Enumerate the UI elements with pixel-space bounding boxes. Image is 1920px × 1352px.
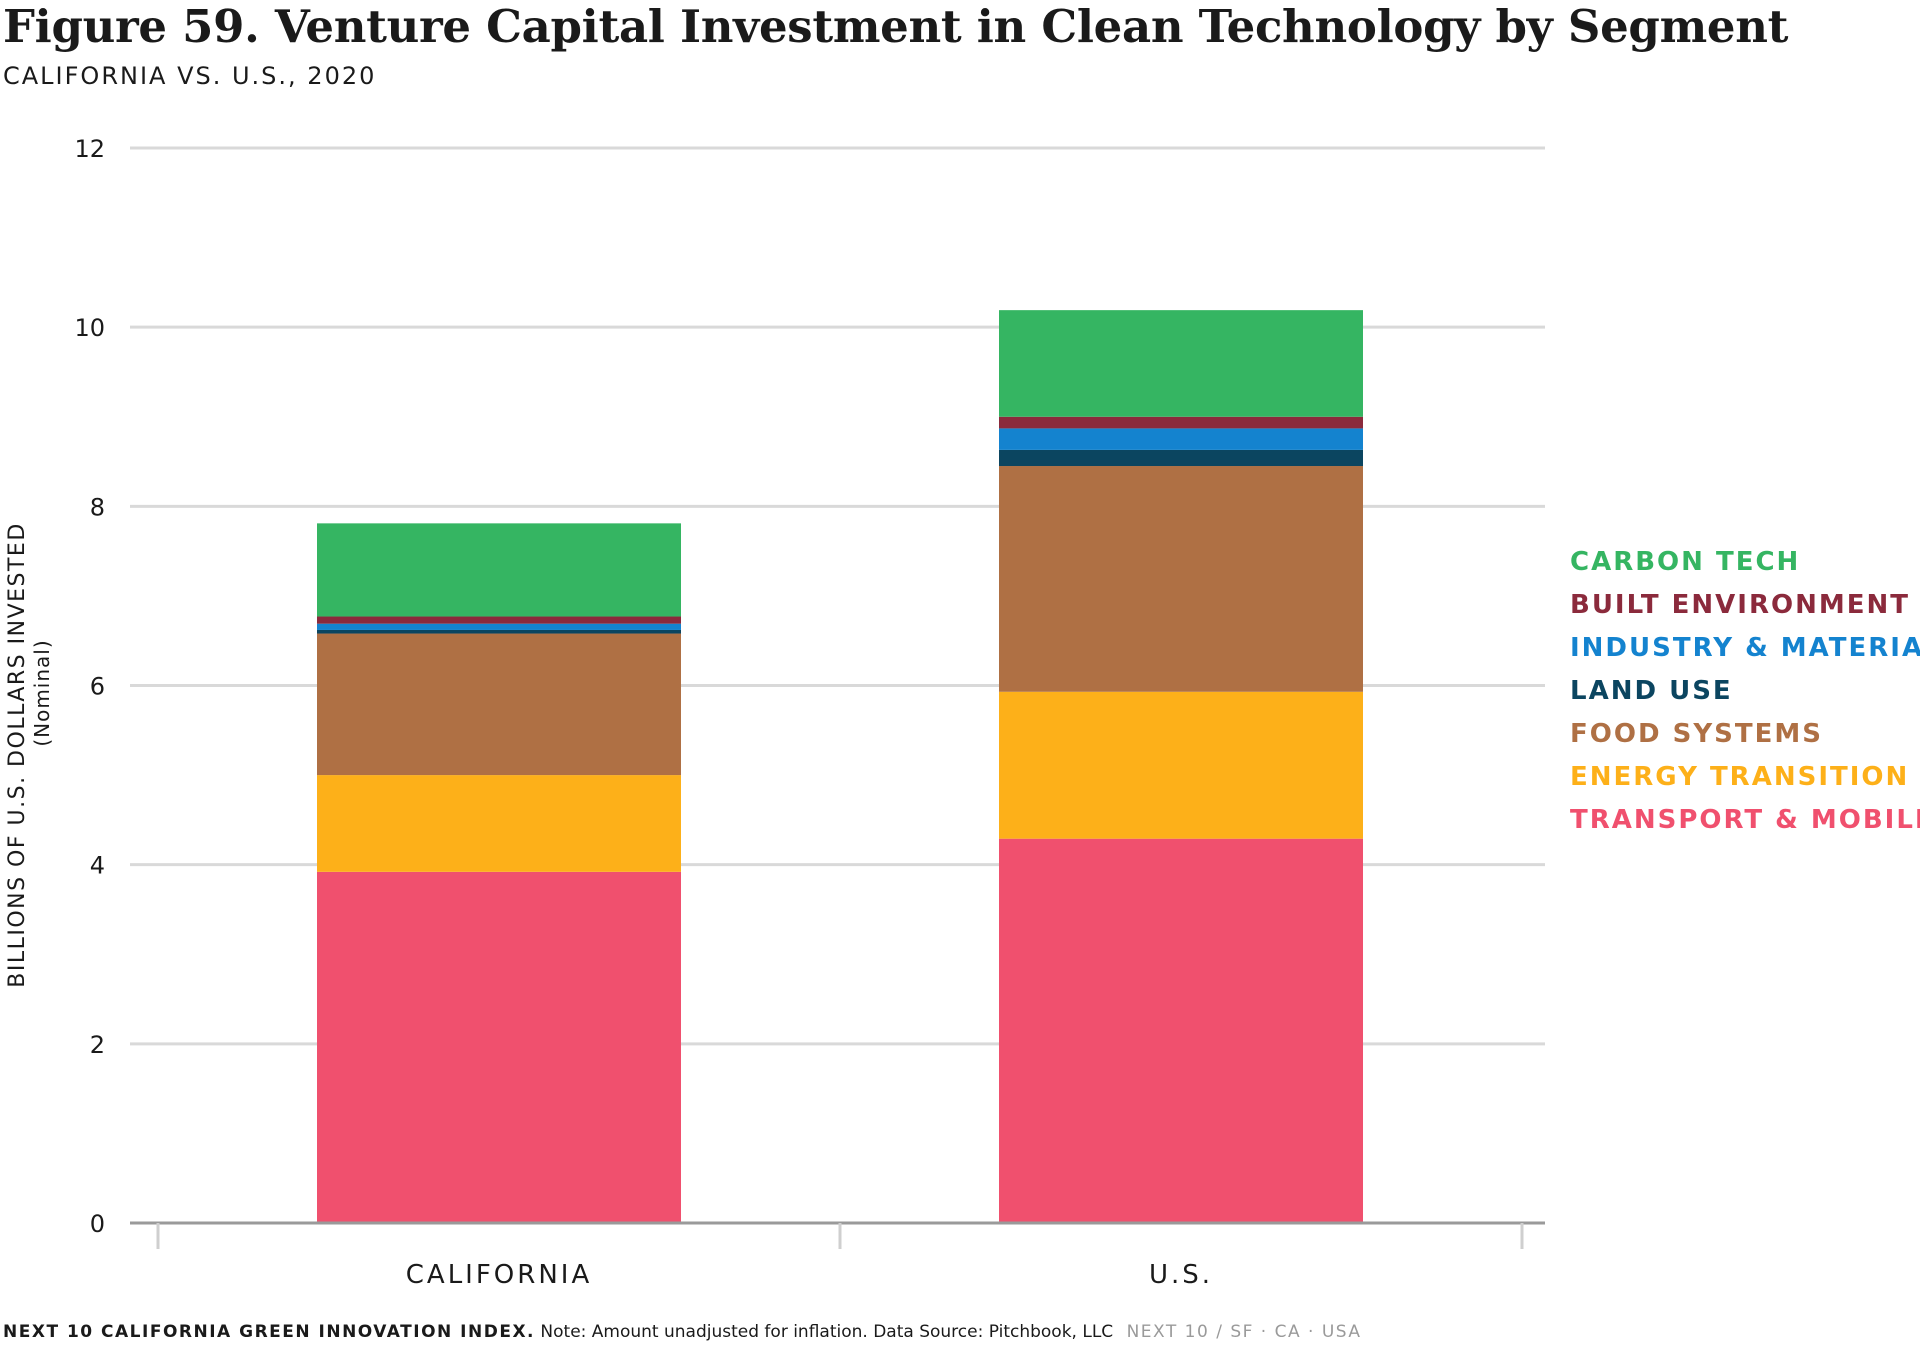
bar-segment-energy-transition-1	[999, 691, 1363, 839]
bar-segment-food-systems-1	[999, 466, 1363, 692]
bar-segment-built-environment-1	[999, 416, 1363, 429]
footer-tag: NEXT 10 / SF · CA · USA	[1126, 1322, 1362, 1342]
legend-item: INDUSTRY & MATERIALS	[1570, 633, 1920, 663]
bar-segment-transport-mobility-0	[317, 871, 681, 1223]
category-label: U.S.	[1149, 1260, 1213, 1290]
legend-item: TRANSPORT & MOBILITY	[1570, 805, 1920, 835]
bar-segment-energy-transition-0	[317, 775, 681, 872]
bar-segment-built-environment-0	[317, 616, 681, 624]
bar-segment-carbon-tech-1	[999, 310, 1363, 417]
legend-item: LAND USE	[1570, 676, 1733, 706]
y-axis-title: BILLIONS OF U.S. DOLLARS INVESTED (Nomin…	[5, 522, 54, 988]
bar-segment-carbon-tech-0	[317, 523, 681, 617]
chart-title: Figure 59. Venture Capital Investment in…	[3, 0, 1789, 53]
y-tick-label: 8	[90, 493, 105, 521]
axes	[130, 1221, 1545, 1249]
bar-segment-industry-materials-1	[999, 428, 1363, 450]
bar-segment-land-use-1	[999, 449, 1363, 467]
category-labels: CALIFORNIA U.S.	[406, 1260, 1213, 1290]
category-label: CALIFORNIA	[406, 1260, 592, 1290]
bar-segment-food-systems-0	[317, 633, 681, 776]
legend-item: FOOD SYSTEMS	[1570, 719, 1823, 749]
y-tick-label: 12	[74, 135, 105, 163]
y-axis-label: BILLIONS OF U.S. DOLLARS INVESTED	[5, 522, 30, 988]
y-tick-label: 10	[74, 314, 105, 342]
bars	[317, 310, 1363, 1223]
y-tick-label: 2	[90, 1031, 105, 1059]
legend-item: CARBON TECH	[1570, 547, 1800, 577]
footer-brand: NEXT 10 CALIFORNIA GREEN INNOVATION INDE…	[3, 1322, 536, 1342]
bar-segment-land-use-0	[317, 629, 681, 634]
y-tick-labels: 0 2 4 6 8 10 12	[74, 135, 105, 1238]
legend: CARBON TECH BUILT ENVIRONMENT INDUSTRY & M…	[1570, 547, 1920, 835]
y-tick-label: 4	[90, 852, 105, 880]
y-tick-label: 0	[90, 1210, 105, 1238]
bar-segment-transport-mobility-1	[999, 838, 1363, 1223]
bar-segment-industry-materials-0	[317, 623, 681, 630]
footer-note: Note: Amount unadjusted for inflation. D…	[540, 1322, 1114, 1342]
legend-item: ENERGY TRANSITION	[1570, 762, 1909, 792]
y-axis-sublabel: (Nominal)	[30, 639, 54, 746]
footer: NEXT 10 CALIFORNIA GREEN INNOVATION INDE…	[3, 1322, 1362, 1342]
y-tick-label: 6	[90, 673, 105, 701]
legend-item: BUILT ENVIRONMENT	[1570, 590, 1910, 620]
chart-subtitle: CALIFORNIA VS. U.S., 2020	[3, 62, 377, 90]
